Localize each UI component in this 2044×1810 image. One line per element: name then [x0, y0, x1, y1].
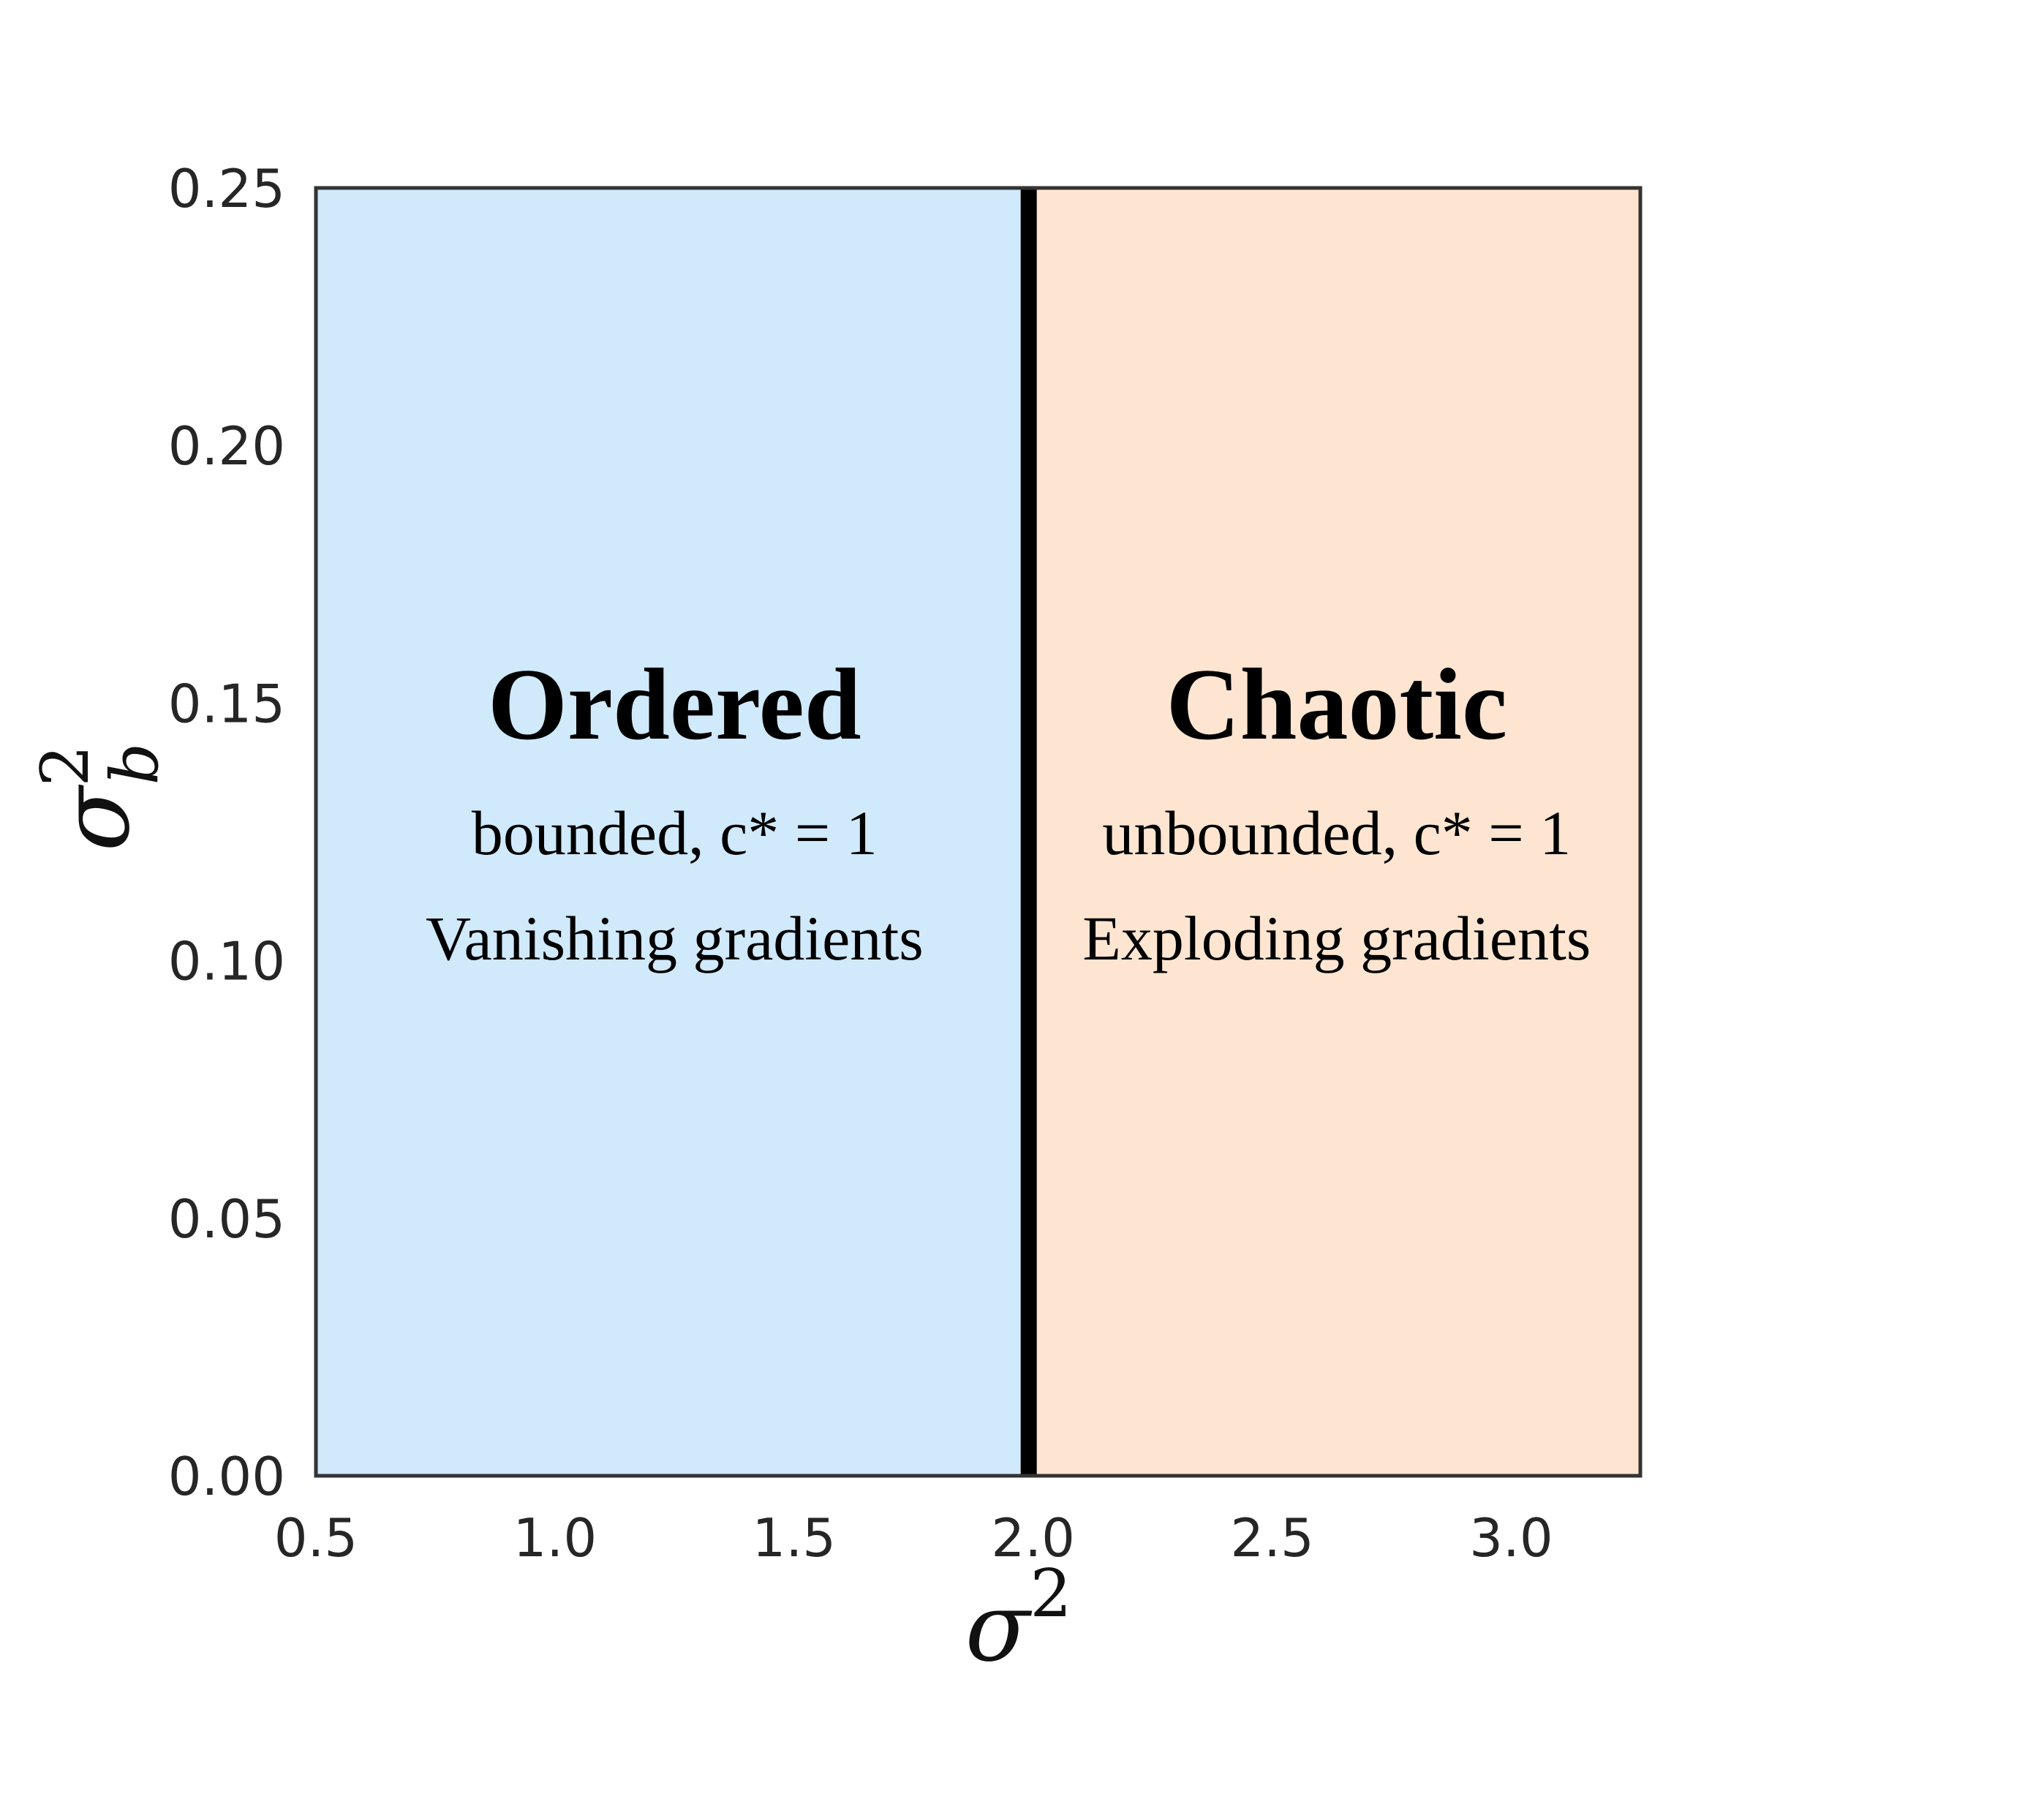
y-tick-label: 0.10	[168, 931, 285, 992]
y-axis-label-base: σ	[39, 784, 151, 851]
region-ordered-gradients: Vanishing gradients	[426, 903, 924, 973]
y-axis-label-sub: b	[97, 743, 173, 785]
x-tick-label: 2.5	[1230, 1507, 1314, 1569]
y-axis-label-text: σ2b	[27, 743, 173, 852]
region-ordered-property: bounded, c* = 1	[472, 798, 878, 868]
y-tick-label: 0.00	[168, 1446, 285, 1507]
region-chaotic-property: unbounded, c* = 1	[1102, 798, 1571, 868]
ticks-layer: 0.5 1.0 1.5 2.0 2.5 3.0 0.00 0.05 0.10 0.15 0.20 0.…	[168, 158, 1553, 1569]
plot-frame	[314, 186, 1643, 1478]
x-tick-label: 1.0	[513, 1507, 597, 1569]
region-chaotic-title: Chaotic	[1166, 648, 1508, 761]
x-tick-label: 0.5	[274, 1507, 358, 1569]
region-ordered-title: Ordered	[488, 648, 861, 761]
x-tick-label: 1.5	[753, 1507, 837, 1569]
x-tick-label: 2.0	[991, 1507, 1075, 1569]
x-axis-label-sup: 2	[1030, 1556, 1071, 1632]
region-ordered-fill	[316, 188, 1033, 1476]
y-axis-label: σ2b	[27, 743, 173, 852]
regions-layer	[316, 188, 1640, 1476]
y-tick-label: 0.05	[168, 1188, 285, 1250]
y-tick-label: 0.15	[168, 673, 285, 734]
x-axis-label-base: σ	[965, 1572, 1033, 1683]
x-axis-label: σ2	[965, 1556, 1072, 1683]
y-tick-label: 0.20	[168, 415, 285, 477]
x-tick-label: 3.0	[1469, 1507, 1553, 1569]
y-axis-label-sup: 2	[27, 744, 104, 786]
region-chaotic-fill	[1033, 188, 1640, 1476]
region-chaotic-gradients: Exploding gradients	[1082, 903, 1591, 973]
region-text-layer: Ordered bounded, c* = 1 Vanishing gradient…	[426, 648, 1591, 973]
y-tick-label: 0.25	[168, 158, 285, 219]
